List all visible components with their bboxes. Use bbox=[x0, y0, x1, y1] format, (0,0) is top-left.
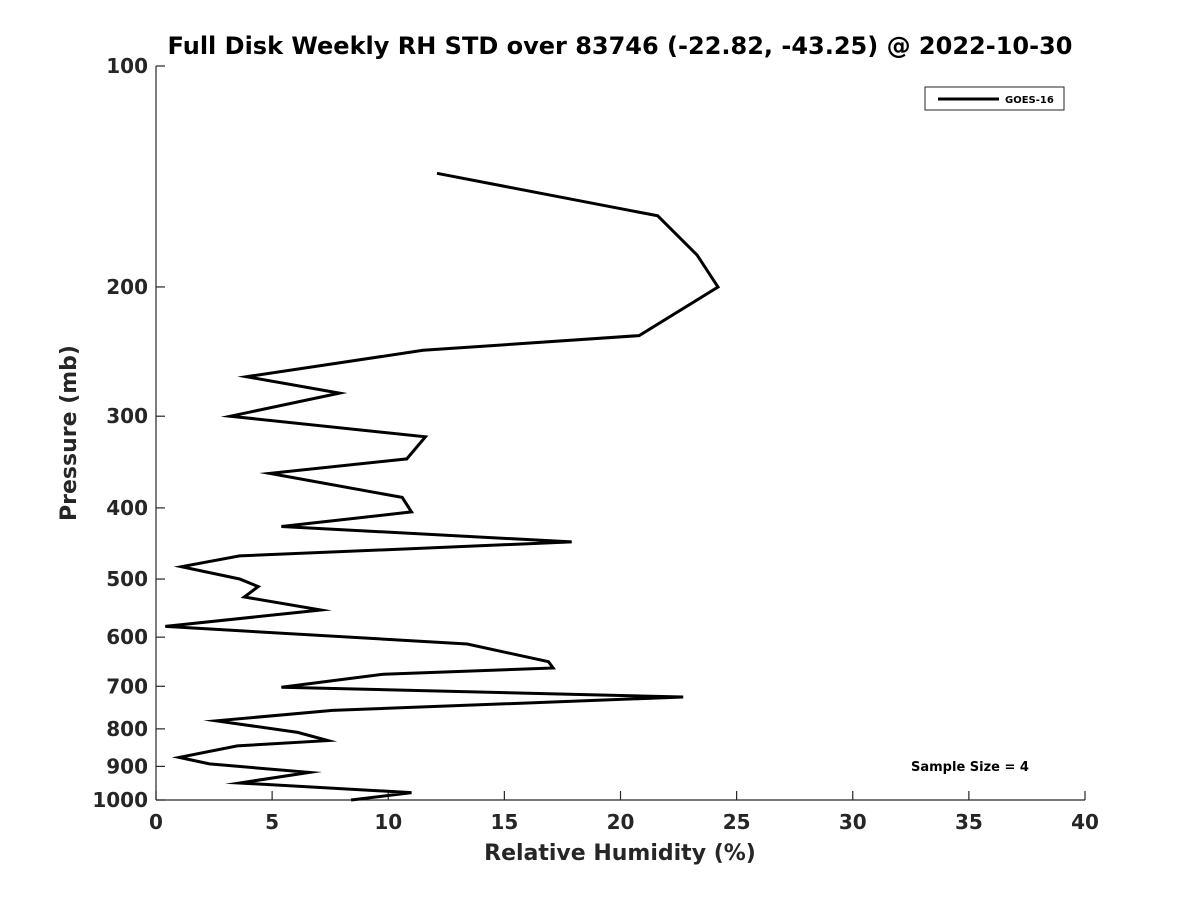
legend: GOES-16 bbox=[924, 86, 1065, 111]
chart-title: Full Disk Weekly RH STD over 83746 (-22.… bbox=[168, 32, 1073, 60]
y-tick-label: 600 bbox=[106, 625, 148, 649]
series-layer bbox=[165, 171, 721, 802]
y-tick-label: 200 bbox=[106, 275, 148, 299]
y-tick-label: 500 bbox=[106, 567, 148, 591]
x-tick-label: 15 bbox=[490, 810, 518, 834]
y-tick-label: 100 bbox=[106, 54, 148, 78]
y-axis-label: Pressure (mb) bbox=[57, 345, 82, 521]
x-ticks: 0 5 10 15 20 25 30 35 40 bbox=[149, 791, 1099, 834]
y-tick-label: 400 bbox=[106, 496, 148, 520]
x-tick-label: 10 bbox=[374, 810, 402, 834]
series-line-goes-16 bbox=[165, 171, 721, 802]
x-tick-label: 30 bbox=[839, 810, 867, 834]
y-tick-label: 900 bbox=[106, 754, 148, 778]
x-tick-label: 40 bbox=[1071, 810, 1099, 834]
sample-size-annotation: Sample Size = 4 bbox=[911, 760, 1029, 775]
x-tick-label: 20 bbox=[607, 810, 635, 834]
y-tick-label: 300 bbox=[106, 404, 148, 428]
y-tick-label: 1000 bbox=[92, 788, 148, 812]
x-tick-label: 0 bbox=[149, 810, 163, 834]
y-ticks: 100 200 300 400 500 600 700 800 900 1000 bbox=[92, 54, 165, 812]
y-tick-label: 800 bbox=[106, 717, 148, 741]
x-tick-label: 25 bbox=[723, 810, 751, 834]
x-tick-label: 35 bbox=[955, 810, 983, 834]
legend-label: GOES-16 bbox=[1005, 95, 1054, 106]
y-tick-label: 700 bbox=[106, 674, 148, 698]
x-axis-label: Relative Humidity (%) bbox=[484, 841, 756, 866]
x-tick-label: 5 bbox=[265, 810, 279, 834]
